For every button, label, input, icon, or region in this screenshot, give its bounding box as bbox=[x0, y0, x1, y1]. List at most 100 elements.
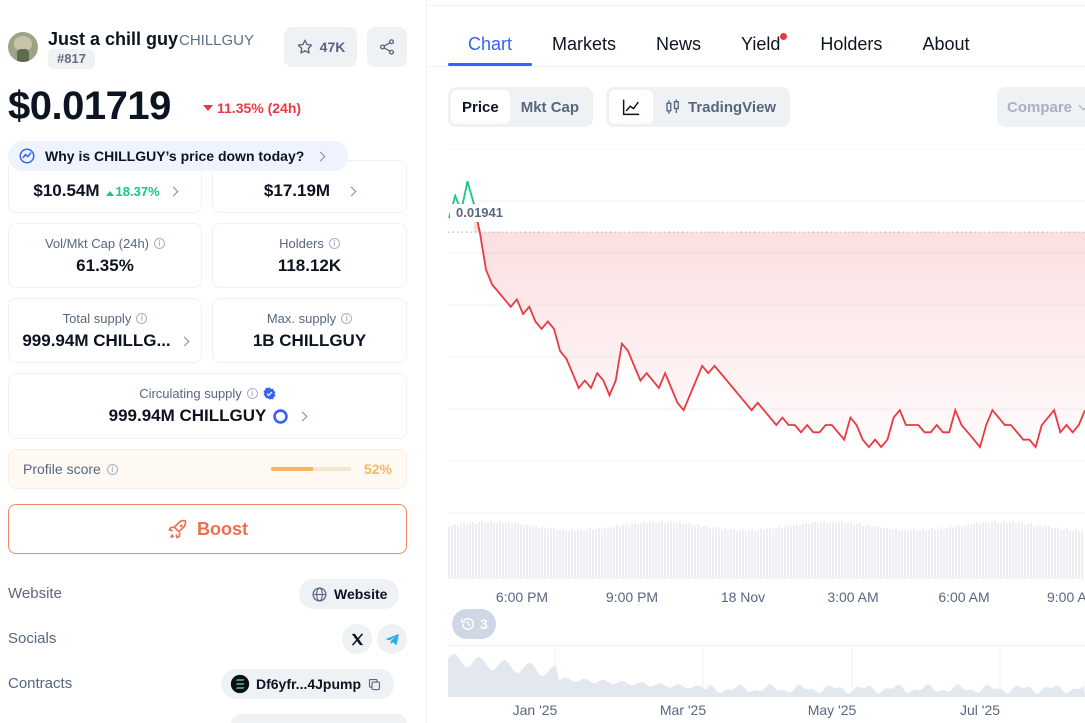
volume-bar bbox=[958, 525, 960, 579]
info-icon[interactable]: i bbox=[328, 238, 340, 249]
telegram-icon bbox=[384, 633, 399, 645]
volume-bar bbox=[847, 523, 849, 579]
volume-bar bbox=[784, 526, 786, 579]
max-supply-value: 1B CHILLGUY bbox=[252, 331, 367, 350]
chevron-right-icon bbox=[315, 151, 326, 161]
volume-bar bbox=[667, 522, 669, 579]
why-price-down-button[interactable]: Why is CHILLGUY’s price down today? bbox=[8, 141, 348, 171]
holders-value: 118.12K bbox=[277, 256, 342, 275]
range-navigator[interactable] bbox=[448, 645, 1085, 697]
volume-bar bbox=[736, 531, 738, 579]
volume-bar bbox=[988, 523, 990, 579]
volume-bar bbox=[550, 528, 552, 579]
x-axis-tick-label: 9:00 PM bbox=[605, 589, 659, 605]
fdv-row: $17.19M bbox=[213, 181, 406, 201]
volume-bar bbox=[598, 528, 600, 579]
volume-bar bbox=[703, 526, 705, 579]
watchlist-button[interactable]: 47K bbox=[284, 27, 357, 67]
tradingview-toggle[interactable]: TradingView bbox=[653, 90, 787, 124]
price-change-value: 11.35% (24h) bbox=[217, 100, 302, 116]
price-chart[interactable] bbox=[448, 149, 1085, 579]
contract-address-chip[interactable]: Df6yfr...4Jpump bbox=[221, 669, 395, 699]
x-twitter-link[interactable] bbox=[342, 624, 372, 654]
volume-bar bbox=[454, 524, 456, 579]
volume-bar bbox=[715, 527, 717, 579]
volume-bar bbox=[475, 524, 477, 579]
volume-bar bbox=[748, 530, 750, 579]
volume-bar bbox=[493, 523, 495, 579]
volume-bar bbox=[742, 529, 744, 579]
volume-bar bbox=[631, 524, 633, 579]
tab-chart[interactable]: Chart bbox=[448, 0, 533, 66]
price-toggle[interactable]: Price bbox=[451, 90, 510, 124]
volume-bar bbox=[643, 522, 645, 579]
copy-icon[interactable] bbox=[367, 677, 382, 692]
navigator-area bbox=[448, 653, 1085, 697]
volume-bar bbox=[625, 524, 627, 579]
info-icon[interactable]: i bbox=[341, 313, 353, 324]
tab-news[interactable]: News bbox=[636, 0, 721, 66]
volume-bar bbox=[901, 530, 903, 579]
volume-bar bbox=[616, 525, 618, 579]
info-icon[interactable]: i bbox=[136, 313, 148, 324]
volume-bar bbox=[754, 531, 756, 579]
volume-bar bbox=[508, 522, 510, 579]
volume-bar bbox=[676, 523, 678, 579]
tab-markets[interactable]: Markets bbox=[532, 0, 636, 66]
website-link[interactable]: Website bbox=[299, 579, 400, 609]
volume-bar bbox=[808, 524, 810, 579]
next-row-chip[interactable] bbox=[231, 714, 407, 723]
boost-button[interactable]: Boost bbox=[8, 504, 407, 554]
tab-about[interactable]: About bbox=[902, 0, 989, 66]
tab-holders[interactable]: Holders bbox=[800, 0, 902, 66]
chart-panel: Chart Markets News Yield Holders About P… bbox=[428, 0, 1085, 723]
circulating-supply-row: 999.94M CHILLGUY bbox=[9, 406, 406, 426]
volume-bar bbox=[841, 521, 843, 579]
info-icon[interactable]: i bbox=[154, 238, 166, 249]
volume-bar bbox=[739, 530, 741, 579]
volume-bar bbox=[1033, 526, 1035, 579]
volume-bar bbox=[613, 527, 615, 579]
volume-bar bbox=[490, 521, 492, 579]
line-chart-toggle[interactable] bbox=[609, 90, 653, 124]
coin-tabs: Chart Markets News Yield Holders About bbox=[448, 0, 989, 66]
volume-bar bbox=[1030, 523, 1032, 579]
volume-bar bbox=[985, 522, 987, 579]
why-prompt-text: Why is CHILLGUY’s price down today? bbox=[45, 148, 305, 164]
volume-bar bbox=[1027, 524, 1029, 579]
chart-style-toggle: TradingView bbox=[606, 87, 791, 127]
volume-bar bbox=[1039, 525, 1041, 579]
mkt-cap-toggle[interactable]: Mkt Cap bbox=[520, 98, 580, 116]
volume-bar bbox=[484, 523, 486, 579]
volume-bar bbox=[547, 529, 549, 579]
volume-bar bbox=[730, 529, 732, 579]
volume-bar bbox=[721, 529, 723, 579]
volume-bar bbox=[1024, 525, 1026, 579]
total-supply-card[interactable]: Total supply i 999.94M CHILLG... bbox=[8, 298, 202, 363]
tab-yield[interactable]: Yield bbox=[721, 0, 800, 66]
circulating-supply-card[interactable]: Circulating supply i 999.94M CHILLGUY bbox=[8, 373, 407, 439]
volume-bar bbox=[556, 530, 558, 579]
share-button[interactable] bbox=[367, 27, 407, 67]
volume-bar bbox=[712, 527, 714, 579]
chevron-down-icon bbox=[1078, 100, 1085, 110]
circulating-supply-label: Circulating supply bbox=[139, 386, 242, 401]
volume-bar bbox=[859, 523, 861, 579]
volume-bar bbox=[526, 524, 528, 579]
history-events-badge[interactable]: 3 bbox=[452, 609, 496, 639]
info-icon[interactable]: i bbox=[106, 463, 118, 475]
volume-bar bbox=[1066, 528, 1068, 579]
chart-metric-toggle: Price Mkt Cap bbox=[448, 87, 594, 127]
volume-bar bbox=[670, 521, 672, 579]
compare-dropdown[interactable]: Compare bbox=[997, 87, 1085, 127]
chevron-right-icon bbox=[297, 411, 308, 421]
volume-bar bbox=[898, 530, 900, 579]
volume-bar bbox=[982, 523, 984, 579]
tab-label: Markets bbox=[552, 33, 617, 54]
volume-bar bbox=[979, 524, 981, 579]
info-icon[interactable]: i bbox=[246, 388, 258, 399]
volume-bar bbox=[778, 526, 780, 579]
profile-score[interactable]: Profile score i 52% bbox=[8, 449, 407, 489]
volume-bar bbox=[763, 530, 765, 579]
telegram-link[interactable] bbox=[377, 624, 407, 654]
